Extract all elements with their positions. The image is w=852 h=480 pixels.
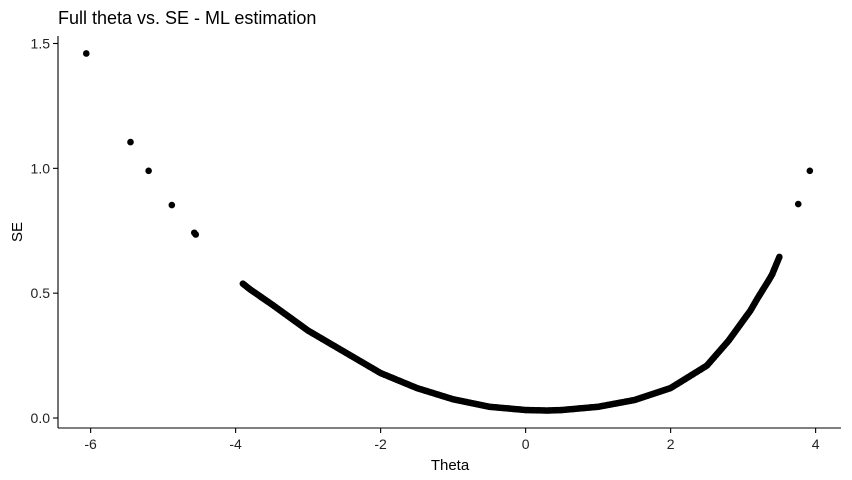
- y-axis-ticks: 0.0 0.5 1.0 1.5: [31, 35, 58, 426]
- data-point: [127, 138, 134, 146]
- points-layer: [82, 50, 814, 414]
- y-tick-label: 1.0: [31, 160, 51, 176]
- x-axis-ticks: -6 -4 -2 0 2 4: [84, 428, 820, 452]
- x-tick-label: -2: [374, 436, 387, 452]
- data-point: [82, 50, 90, 57]
- y-tick-label: 1.5: [31, 35, 51, 51]
- x-tick-label: -6: [84, 436, 97, 452]
- data-point: [776, 253, 783, 261]
- data-point: [168, 201, 176, 209]
- x-tick-label: 4: [812, 436, 820, 452]
- y-axis-title: SE: [9, 222, 26, 242]
- data-point: [192, 231, 200, 238]
- x-axis-title: Theta: [431, 457, 470, 474]
- x-tick-label: -4: [229, 436, 242, 452]
- x-tick-label: 2: [667, 436, 675, 452]
- y-tick-label: 0.5: [31, 285, 51, 301]
- x-tick-label: 0: [522, 436, 530, 452]
- data-point: [794, 200, 802, 208]
- chart-title: Full theta vs. SE - ML estimation: [58, 8, 316, 28]
- data-point: [806, 167, 814, 175]
- data-point: [145, 167, 152, 175]
- y-tick-label: 0.0: [31, 410, 51, 426]
